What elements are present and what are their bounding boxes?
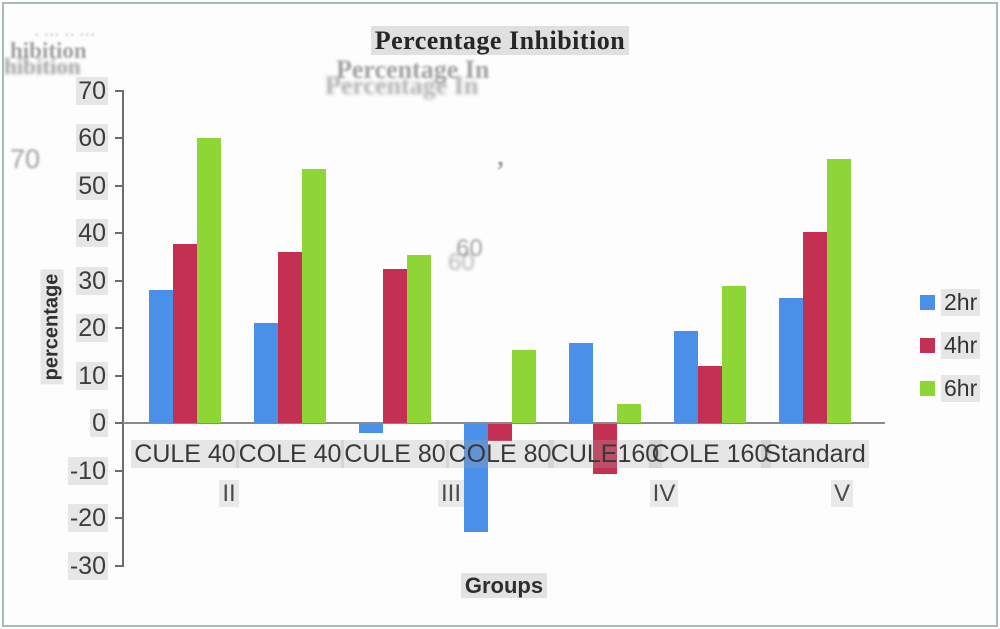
legend: 2hr 4hr 6hr [920, 288, 981, 419]
group-label-text: II [219, 480, 239, 507]
group-label-text: IV [649, 480, 679, 507]
y-tick-label-60: 60 [34, 124, 108, 153]
y-tick-label-text: 30 [76, 266, 108, 295]
y-tick-label-text: 10 [76, 361, 108, 390]
y-tick-label-text: 70 [76, 76, 108, 105]
bar-2hr-COLE160 [674, 330, 698, 423]
legend-swatch-4hr [920, 337, 935, 353]
legend-item-6hr: 6hr [920, 374, 981, 402]
category-label-text: COLE 160 [648, 440, 772, 468]
y-tick-label-text: 50 [76, 171, 108, 200]
bar-4hr-COLE40 [278, 252, 302, 423]
artifact-ghost-comma: ’ [496, 156, 505, 185]
bar-2hr-CULE80 [359, 424, 383, 433]
bar-2hr-COLE40 [254, 323, 278, 424]
group-label-II: II [189, 480, 269, 508]
group-label-III: III [411, 480, 491, 508]
y-tick-20 [115, 327, 123, 329]
y-tick-label-40: 40 [34, 219, 108, 248]
category-label-CULE40: CULE 40 [115, 440, 255, 469]
category-label-COLE40: COLE 40 [220, 440, 360, 469]
y-tick-label-0: 0 [34, 409, 108, 438]
x-axis-title: Groups [404, 573, 604, 599]
artifact-ghost-60-a: 60 [456, 235, 483, 262]
y-tick-label-10: 10 [34, 361, 108, 391]
y-tick-label-text: -30 [67, 551, 108, 580]
y-tick-label-70: 70 [34, 76, 108, 106]
y-tick-50 [115, 184, 123, 187]
y-tick-label-20: 20 [34, 314, 108, 343]
legend-label-2hr: 2hr [941, 288, 981, 316]
legend-label-4hr: 4hr [941, 331, 981, 359]
group-label-IV: IV [624, 480, 704, 508]
y-tick-40 [115, 232, 123, 234]
y-tick-0 [115, 422, 123, 424]
y-axis-line [122, 90, 124, 567]
y-tick-label-text: 0 [90, 409, 108, 437]
legend-item-2hr: 2hr [920, 288, 981, 316]
group-label-V: V [802, 480, 882, 508]
legend-item-4hr: 4hr [920, 331, 981, 359]
y-tick-label--30: -30 [34, 551, 108, 581]
bar-4hr-Standard [803, 232, 827, 423]
y-tick-label-text: 20 [76, 314, 108, 342]
y-tick-label-text: 40 [76, 219, 108, 247]
bar-4hr-COLE160 [698, 366, 722, 423]
x-axis-baseline [123, 422, 885, 424]
y-tick-10 [115, 374, 123, 377]
y-tick-label-text: 60 [76, 124, 108, 152]
legend-swatch-6hr [920, 380, 935, 396]
bar-2hr-CULE160 [569, 343, 593, 423]
y-tick-label-30: 30 [34, 266, 108, 296]
bar-6hr-COLE40 [302, 168, 326, 423]
y-tick--20 [115, 517, 123, 519]
bar-2hr-Standard [779, 298, 803, 423]
artifact-ghost-title-2: Percentage In [325, 71, 479, 100]
bar-6hr-COLE80 [512, 349, 536, 424]
bar-2hr-CULE40 [149, 290, 173, 423]
x-axis-title-text: Groups [460, 573, 548, 598]
y-tick-70 [115, 89, 123, 92]
bar-6hr-CULE80 [407, 254, 431, 423]
artifact-ghost-60-b: 60 [448, 249, 475, 276]
bar-6hr-COLE160 [722, 286, 746, 423]
legend-label-6hr: 6hr [941, 374, 981, 402]
bar-6hr-CULE40 [197, 138, 221, 423]
category-label-COLE80: COLE 80 [430, 440, 570, 469]
category-label-CULE80: CULE 80 [325, 440, 465, 469]
group-label-text: III [437, 480, 464, 507]
legend-swatch-2hr [920, 294, 935, 310]
artifact-ghost-title-1: Percentage In [336, 55, 490, 84]
bar-6hr-Standard [827, 158, 851, 423]
category-label-text: Standard [761, 440, 869, 468]
bar-4hr-CULE40 [173, 243, 197, 423]
y-tick--30 [115, 564, 123, 567]
chart-title-text: Percentage Inhibition [370, 26, 630, 55]
bar-4hr-COLE80 [488, 424, 512, 441]
y-tick-30 [115, 279, 123, 282]
category-label-text: CULE 80 [341, 440, 449, 468]
category-label-text: COLE 40 [235, 440, 345, 468]
y-tick-label-50: 50 [34, 171, 108, 201]
y-tick-60 [115, 137, 123, 139]
bar-4hr-CULE160 [593, 424, 617, 474]
category-label-Standard: Standard [745, 440, 885, 469]
category-label-text: CULE160 [547, 440, 663, 468]
chart-title: Percentage Inhibition [4, 26, 996, 56]
bar-4hr-CULE80 [383, 269, 407, 423]
category-label-CULE160: CULE160 [535, 440, 675, 469]
bar-2hr-COLE80 [464, 424, 488, 533]
y-tick-label--10: -10 [34, 456, 108, 486]
y-tick-label-text: -10 [67, 456, 108, 485]
category-label-text: COLE 80 [445, 440, 555, 468]
y-tick-label-text: -20 [67, 504, 108, 532]
y-tick--10 [115, 469, 123, 472]
category-label-text: CULE 40 [131, 440, 239, 468]
group-label-text: V [830, 480, 853, 507]
y-tick-label--20: -20 [34, 504, 108, 533]
bar-6hr-CULE160 [617, 404, 641, 423]
category-label-COLE160: COLE 160 [640, 440, 780, 469]
